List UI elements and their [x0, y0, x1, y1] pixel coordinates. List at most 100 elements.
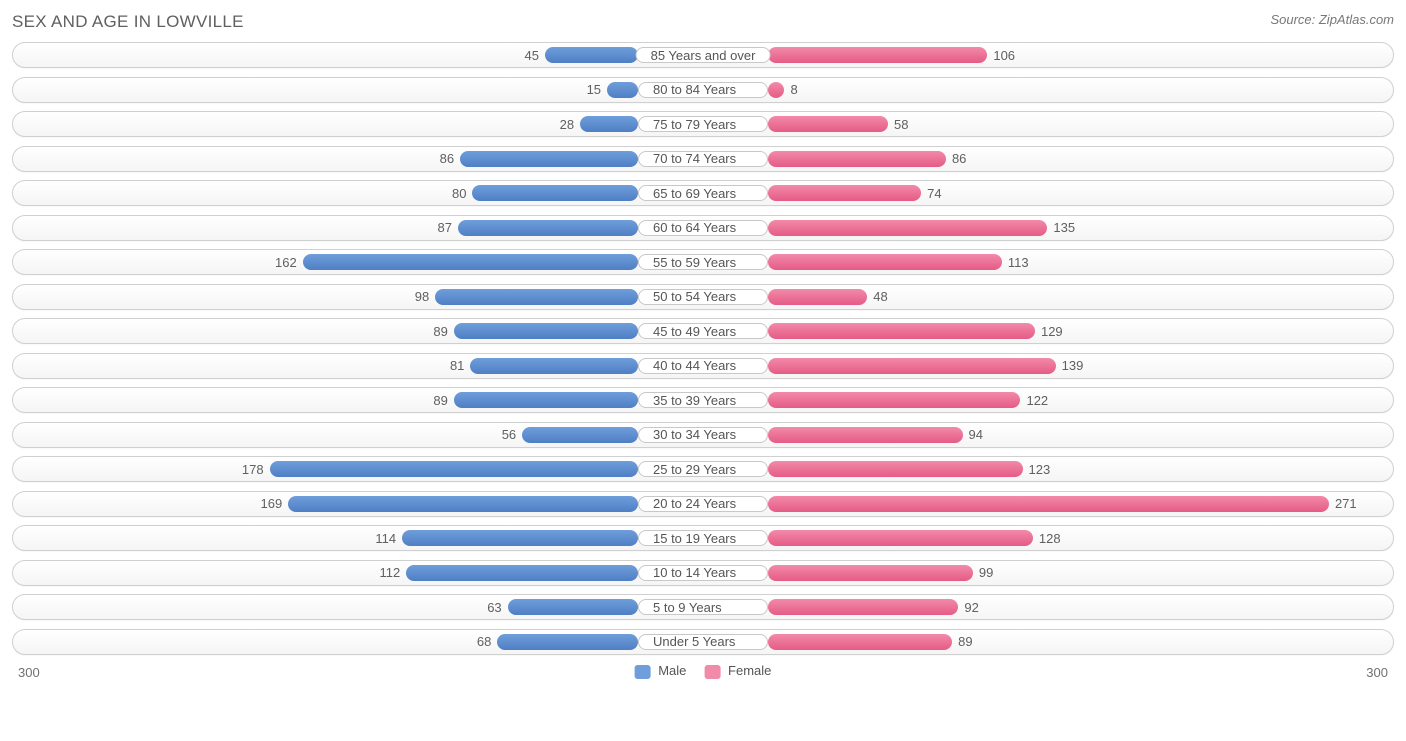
age-group-label: 75 to 79 Years [638, 116, 768, 132]
age-group-label: 40 to 44 Years [638, 358, 768, 374]
pyramid-row: 4510685 Years and over [12, 42, 1394, 68]
pyramid-row: 984850 to 54 Years [12, 284, 1394, 310]
legend-label-female: Female [728, 663, 771, 678]
bar-male [270, 461, 639, 477]
value-female: 74 [921, 183, 947, 203]
value-female: 123 [1023, 459, 1057, 479]
value-male: 15 [581, 80, 607, 100]
axis-max-right: 300 [1366, 665, 1388, 680]
value-female: 106 [987, 45, 1021, 65]
pyramid-row: 81 139 40 to 44 Years [12, 353, 1394, 379]
value-male: 63 [481, 597, 507, 617]
bar-male [470, 358, 638, 374]
age-group-label: 5 to 9 Years [638, 599, 768, 615]
value-male: 28 [554, 114, 580, 134]
value-male: 112 [374, 563, 407, 583]
value-male: 178 [236, 459, 270, 479]
value-female: 129 [1035, 321, 1069, 341]
value-female: 271 [1329, 494, 1363, 514]
value-male: 169 [255, 494, 289, 514]
pyramid-row: 86 86 70 to 74 Years [12, 146, 1394, 172]
pyramid-row: 15 8 80 to 84 Years [12, 77, 1394, 103]
bar-female [768, 427, 963, 443]
bar-male [607, 82, 638, 98]
value-male: 45 [518, 45, 544, 65]
value-male: 56 [496, 425, 522, 445]
pyramid-row: 80 74 65 to 69 Years [12, 180, 1394, 206]
bar-male [454, 323, 638, 339]
bar-female [768, 82, 785, 98]
bar-female [768, 254, 1002, 270]
bar-male [303, 254, 638, 270]
bar-female [768, 185, 921, 201]
bar-female [768, 530, 1033, 546]
age-group-label: 10 to 14 Years [638, 565, 768, 581]
bar-male [460, 151, 638, 167]
bar-female [768, 220, 1047, 236]
age-group-label: 45 to 49 Years [638, 323, 768, 339]
bar-male [435, 289, 638, 305]
pyramid-row: 89 129 45 to 49 Years [12, 318, 1394, 344]
value-female: 113 [1002, 252, 1035, 272]
value-female: 128 [1033, 528, 1067, 548]
bar-male [402, 530, 638, 546]
age-group-label: Under 5 Years [638, 634, 768, 650]
chart-footer: 300 Male Female 300 [12, 663, 1394, 685]
pyramid-row: 17812325 to 29 Years [12, 456, 1394, 482]
age-group-label: 30 to 34 Years [638, 427, 768, 443]
age-group-label: 35 to 39 Years [638, 392, 768, 408]
bar-male [522, 427, 638, 443]
value-female: 8 [784, 80, 803, 100]
value-male: 89 [427, 390, 453, 410]
chart-header: SEX AND AGE IN LOWVILLE Source: ZipAtlas… [12, 12, 1394, 32]
pyramid-row: 68 89 Under 5 Years [12, 629, 1394, 655]
value-female: 89 [952, 632, 978, 652]
age-group-label: 60 to 64 Years [638, 220, 768, 236]
bar-female [768, 634, 952, 650]
bar-male [454, 392, 638, 408]
bar-female [768, 392, 1021, 408]
value-female: 99 [973, 563, 999, 583]
legend-label-male: Male [658, 663, 686, 678]
bar-male [497, 634, 638, 650]
value-male: 81 [444, 356, 470, 376]
value-male: 86 [434, 149, 460, 169]
pyramid-row: 16927120 to 24 Years [12, 491, 1394, 517]
value-male: 80 [446, 183, 472, 203]
pyramid-row: 8912235 to 39 Years [12, 387, 1394, 413]
age-group-label: 70 to 74 Years [638, 151, 768, 167]
value-male: 98 [409, 287, 435, 307]
age-group-label: 65 to 69 Years [638, 185, 768, 201]
value-male: 162 [269, 252, 303, 272]
bar-male [458, 220, 638, 236]
legend-swatch-female [704, 665, 720, 679]
pyramid-row: 162 113 55 to 59 Years [12, 249, 1394, 275]
bar-female [768, 358, 1056, 374]
bar-male [288, 496, 638, 512]
age-group-label: 80 to 84 Years [638, 82, 768, 98]
bar-male [580, 116, 638, 132]
value-male: 89 [427, 321, 453, 341]
pyramid-row: 28 58 75 to 79 Years [12, 111, 1394, 137]
bar-female [768, 151, 946, 167]
bar-male [406, 565, 638, 581]
pyramid-row: 56 94 30 to 34 Years [12, 422, 1394, 448]
value-female: 139 [1056, 356, 1090, 376]
chart-legend: Male Female [635, 663, 772, 679]
bar-female [768, 289, 867, 305]
bar-female [768, 323, 1035, 339]
chart-title: SEX AND AGE IN LOWVILLE [12, 12, 244, 32]
bar-female [768, 47, 987, 63]
bar-male [472, 185, 638, 201]
age-group-label: 15 to 19 Years [638, 530, 768, 546]
value-male: 114 [369, 528, 402, 548]
value-female: 58 [888, 114, 914, 134]
age-group-label: 55 to 59 Years [638, 254, 768, 270]
value-female: 94 [963, 425, 989, 445]
legend-female: Female [704, 663, 771, 679]
bar-female [768, 461, 1023, 477]
pyramid-row: 63925 to 9 Years [12, 594, 1394, 620]
bar-female [768, 599, 958, 615]
value-female: 86 [946, 149, 972, 169]
value-male: 68 [471, 632, 497, 652]
